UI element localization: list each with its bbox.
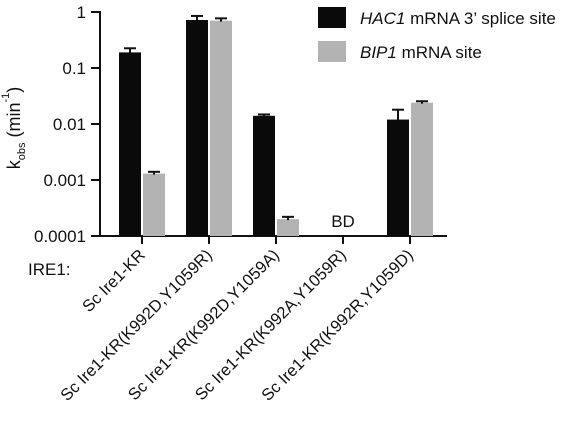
- legend-label: HAC1 mRNA 3’ splice site: [360, 9, 556, 28]
- legend-label-gene: BIP1: [360, 43, 397, 62]
- y-axis-title-unit-pre: (min: [4, 103, 24, 143]
- legend: HAC1 mRNA 3’ splice site BIP1 mRNA site: [318, 7, 556, 62]
- y-axis: 1 0.1 0.01 0.001 0.0001: [34, 3, 101, 246]
- annotations: BD: [331, 212, 355, 231]
- x-tick-label: Sc Ire1-KR: [79, 246, 149, 316]
- bars: [119, 14, 433, 237]
- bar: [411, 102, 433, 237]
- y-axis-title-unit-post: ): [4, 87, 24, 93]
- y-axis-title-main: k: [4, 159, 24, 169]
- bar: [387, 119, 409, 236]
- legend-swatch: [318, 41, 346, 62]
- y-axis-title: kobs (min-1): [0, 87, 28, 170]
- legend-label-gene: HAC1: [360, 9, 405, 28]
- legend-label-rest: mRNA site: [397, 43, 482, 62]
- y-tick-label: 0.001: [43, 171, 86, 190]
- bar: [143, 173, 165, 236]
- bar: [253, 115, 275, 236]
- legend-label: BIP1 mRNA site: [360, 43, 482, 62]
- x-prefix-label: IRE1:: [28, 260, 71, 279]
- y-axis-title-unit-sup: -1: [0, 93, 12, 103]
- legend-label-rest: mRNA 3’ splice site: [405, 9, 556, 28]
- bar: [186, 19, 208, 236]
- legend-swatch: [318, 7, 346, 28]
- y-axis-title-text: kobs (min-1): [0, 87, 28, 170]
- y-axis-title-sub: obs: [16, 142, 28, 160]
- y-tick-label: 1: [77, 3, 86, 22]
- y-tick-label: 0.01: [53, 115, 86, 134]
- y-tick-label: 0.1: [62, 59, 86, 78]
- bar: [277, 219, 299, 236]
- y-tick-label: 0.0001: [34, 227, 86, 246]
- bar: [119, 52, 141, 236]
- annotation-label: BD: [331, 212, 355, 231]
- bar: [210, 20, 232, 236]
